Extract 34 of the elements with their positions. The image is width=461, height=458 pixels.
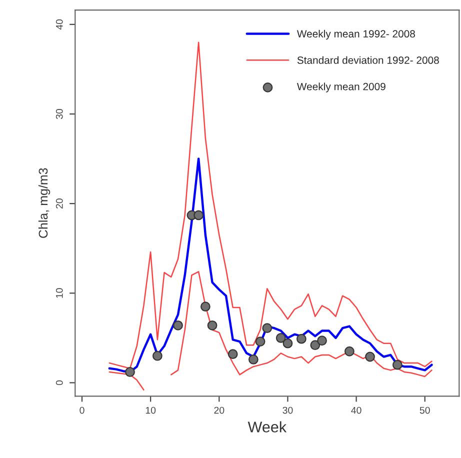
- y-tick-label: 40: [56, 19, 63, 30]
- x-tick-label: 40: [351, 406, 362, 414]
- point: [365, 352, 375, 362]
- y-tick-label: 10: [56, 288, 63, 298]
- y-tick-label: 0: [56, 380, 63, 386]
- point: [228, 349, 238, 360]
- point: [344, 346, 354, 356]
- point: [125, 367, 135, 377]
- y-tick-label: 30: [56, 108, 63, 120]
- legend-label: Weekly mean 2009: [296, 82, 386, 92]
- legend-label: Standard deviation 1992- 2008: [297, 56, 439, 64]
- point: [262, 323, 272, 334]
- x-tick-label: 30: [282, 406, 293, 414]
- point: [310, 340, 320, 350]
- point: [392, 360, 402, 370]
- point: [194, 210, 204, 220]
- point: [200, 302, 210, 312]
- x-tick-label: 50: [420, 406, 430, 414]
- point: [173, 320, 183, 330]
- point: [276, 332, 286, 343]
- y-axis-title: Chla, mg/m3: [38, 168, 50, 238]
- point: [317, 336, 327, 346]
- point: [152, 350, 162, 361]
- legend-label: Weekly mean 1992- 2008: [296, 30, 415, 40]
- point: [282, 338, 293, 348]
- x-tick-label: 20: [214, 406, 224, 414]
- x-tick-label: 10: [146, 406, 156, 414]
- point: [248, 354, 258, 364]
- point: [255, 336, 266, 346]
- point: [296, 334, 306, 344]
- y-tick-label: 20: [56, 198, 63, 208]
- x-tick-label: 0: [80, 406, 84, 414]
- x-axis-title: Week: [248, 421, 287, 432]
- point: [207, 320, 218, 330]
